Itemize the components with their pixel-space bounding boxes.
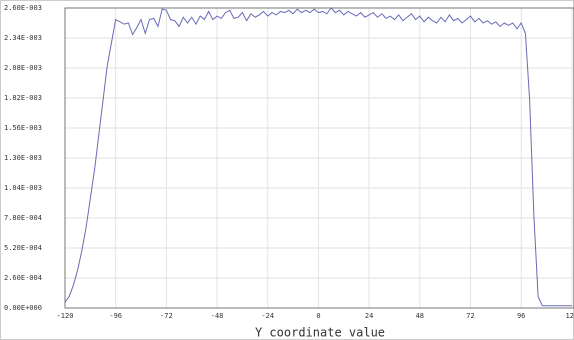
x-tick-label: 24 (365, 312, 373, 320)
x-tick-label: -72 (160, 312, 173, 320)
y-tick-label: 1.30E-003 (4, 154, 42, 162)
y-tick-label: 1.56E-003 (4, 124, 42, 132)
x-tick-label: -120 (57, 312, 74, 320)
x-tick-label: 96 (517, 312, 525, 320)
x-tick-label: 120 (566, 312, 574, 320)
y-tick-label: 7.80E-004 (4, 214, 42, 222)
x-tick-label: 48 (416, 312, 424, 320)
y-tick-label: 2.60E-003 (4, 4, 42, 12)
x-axis-title: Y coordinate value (255, 326, 385, 340)
plot-border (64, 7, 574, 309)
y-tick-label: 1.82E-003 (4, 94, 42, 102)
y-tick-label: 2.34E-003 (4, 34, 42, 42)
x-tick-label: 72 (466, 312, 474, 320)
y-tick-label: 5.20E-004 (4, 244, 42, 252)
y-tick-label: 1.04E-003 (4, 184, 42, 192)
y-tick-label: 2.08E-003 (4, 64, 42, 72)
y-tick-label: 0.00E+000 (4, 304, 42, 312)
x-tick-label: -48 (211, 312, 224, 320)
y-tick-label: 2.60E-004 (4, 274, 42, 282)
x-tick-label: -24 (261, 312, 274, 320)
data-line (64, 7, 572, 307)
x-tick-label: -96 (109, 312, 122, 320)
x-tick-label: 0 (316, 312, 320, 320)
